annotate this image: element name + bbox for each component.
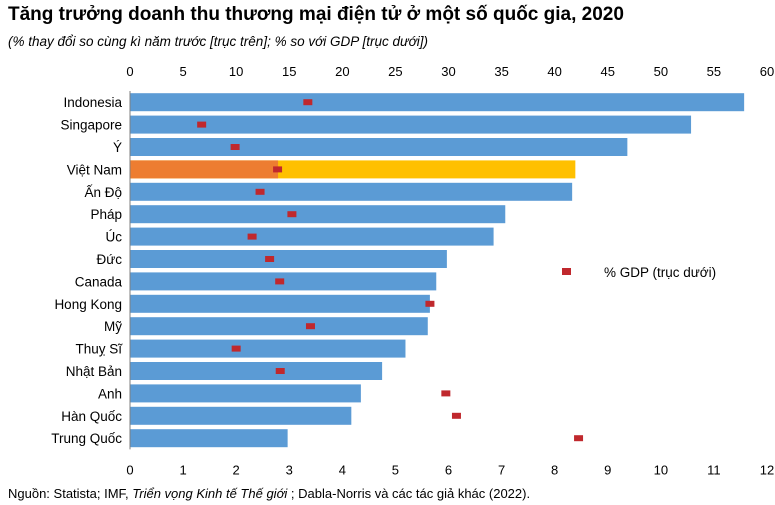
gdp-marker — [265, 256, 275, 262]
gdp-marker — [441, 390, 451, 397]
chart-subtitle: (% thay đổi so cùng kì năm trước [trục t… — [8, 34, 428, 49]
bottom-tick-label: 5 — [392, 462, 399, 477]
bar — [130, 339, 406, 358]
bar — [130, 182, 573, 201]
category-label: Ấn Độ — [84, 185, 122, 200]
gdp-marker — [230, 144, 240, 150]
source-prefix: Nguồn: Statista; IMF, — [8, 486, 133, 501]
category-label: Trung Quốc — [51, 431, 122, 446]
bar-overlap — [130, 160, 279, 179]
bar — [130, 115, 692, 134]
bottom-tick-label: 8 — [551, 462, 558, 477]
top-tick-label: 40 — [547, 64, 561, 79]
top-tick-label: 30 — [441, 64, 455, 79]
category-label: Mỹ — [104, 319, 122, 334]
bottom-tick-label: 9 — [604, 462, 611, 477]
bottom-tick-label: 10 — [654, 462, 668, 477]
bar — [130, 227, 494, 246]
top-axis: 0 5 10 15 20 25 30 35 40 45 50 55 60 — [126, 64, 774, 79]
bars-layer — [130, 93, 745, 448]
top-tick-label: 60 — [760, 64, 774, 79]
category-label: Anh — [98, 386, 122, 401]
gdp-marker — [574, 435, 584, 442]
category-label: Canada — [75, 274, 123, 289]
legend-label: % GDP (trục dưới) — [604, 265, 716, 280]
bottom-tick-label: 3 — [286, 462, 293, 477]
category-label: Ý — [113, 140, 122, 155]
bar — [130, 384, 361, 403]
gdp-marker — [287, 211, 297, 218]
category-labels: Indonesia Singapore Ý Việt Nam Ấn Độ Pháp Úc Đứ… — [51, 95, 123, 446]
gdp-marker — [425, 300, 435, 307]
category-label: Đức — [96, 252, 122, 267]
top-tick-label: 10 — [229, 64, 243, 79]
bar — [130, 93, 745, 112]
bar — [130, 250, 447, 268]
bottom-tick-label: 2 — [233, 462, 240, 477]
gdp-marker — [275, 368, 285, 374]
markers-layer — [197, 99, 584, 442]
top-tick-label: 15 — [282, 64, 296, 79]
bottom-tick-label: 1 — [179, 462, 186, 477]
category-label: Pháp — [90, 207, 122, 222]
top-tick-label: 20 — [335, 64, 349, 79]
category-label: Indonesia — [63, 95, 122, 110]
top-tick-label: 45 — [601, 64, 615, 79]
gdp-marker — [275, 278, 285, 285]
gdp-marker — [247, 233, 257, 240]
gdp-marker — [197, 121, 207, 128]
chart-title: Tăng trưởng doanh thu thương mại điện tử… — [8, 4, 624, 25]
category-label: Úc — [106, 230, 123, 245]
bottom-tick-label: 6 — [445, 462, 452, 477]
category-label: Hàn Quốc — [61, 409, 122, 424]
gdp-marker — [273, 166, 283, 173]
gdp-marker — [451, 412, 461, 419]
category-label: Singapore — [60, 118, 122, 133]
top-tick-label: 50 — [654, 64, 668, 79]
legend: % GDP (trục dưới) — [562, 265, 716, 280]
bar — [130, 317, 428, 336]
source-note: Nguồn: Statista; IMF, Triển vọng Kinh tế… — [8, 486, 530, 501]
top-tick-label: 55 — [707, 64, 721, 79]
category-label: Việt Nam — [67, 162, 122, 177]
category-label: Thuỵ Sĩ — [75, 342, 123, 357]
gdp-marker — [305, 323, 315, 330]
top-tick-label: 25 — [388, 64, 402, 79]
bottom-tick-label: 7 — [498, 462, 505, 477]
category-label: Hong Kong — [54, 297, 122, 312]
top-tick-label: 5 — [179, 64, 186, 79]
bottom-axis: 0 1 2 3 4 5 6 7 8 9 10 11 12 — [126, 462, 774, 477]
category-label: Nhật Bản — [66, 364, 122, 379]
bottom-tick-label: 0 — [126, 462, 133, 477]
bottom-tick-label: 11 — [707, 462, 721, 477]
legend-marker — [562, 268, 571, 275]
bar — [130, 205, 506, 224]
source-italic: Triển vọng Kinh tế Thế giới — [132, 486, 288, 501]
bar — [130, 429, 288, 448]
bottom-tick-label: 12 — [760, 462, 774, 477]
gdp-marker — [255, 188, 265, 195]
top-tick-label: 0 — [126, 64, 133, 79]
bar — [130, 406, 352, 425]
top-tick-label: 35 — [494, 64, 508, 79]
gdp-marker — [231, 345, 241, 352]
bar — [130, 138, 628, 156]
bar — [130, 362, 383, 380]
bar — [130, 294, 430, 313]
bottom-tick-label: 4 — [339, 462, 346, 477]
source-suffix: ; Dabla-Norris và các tác giả khác (2022… — [287, 486, 531, 501]
gdp-marker — [303, 99, 313, 106]
